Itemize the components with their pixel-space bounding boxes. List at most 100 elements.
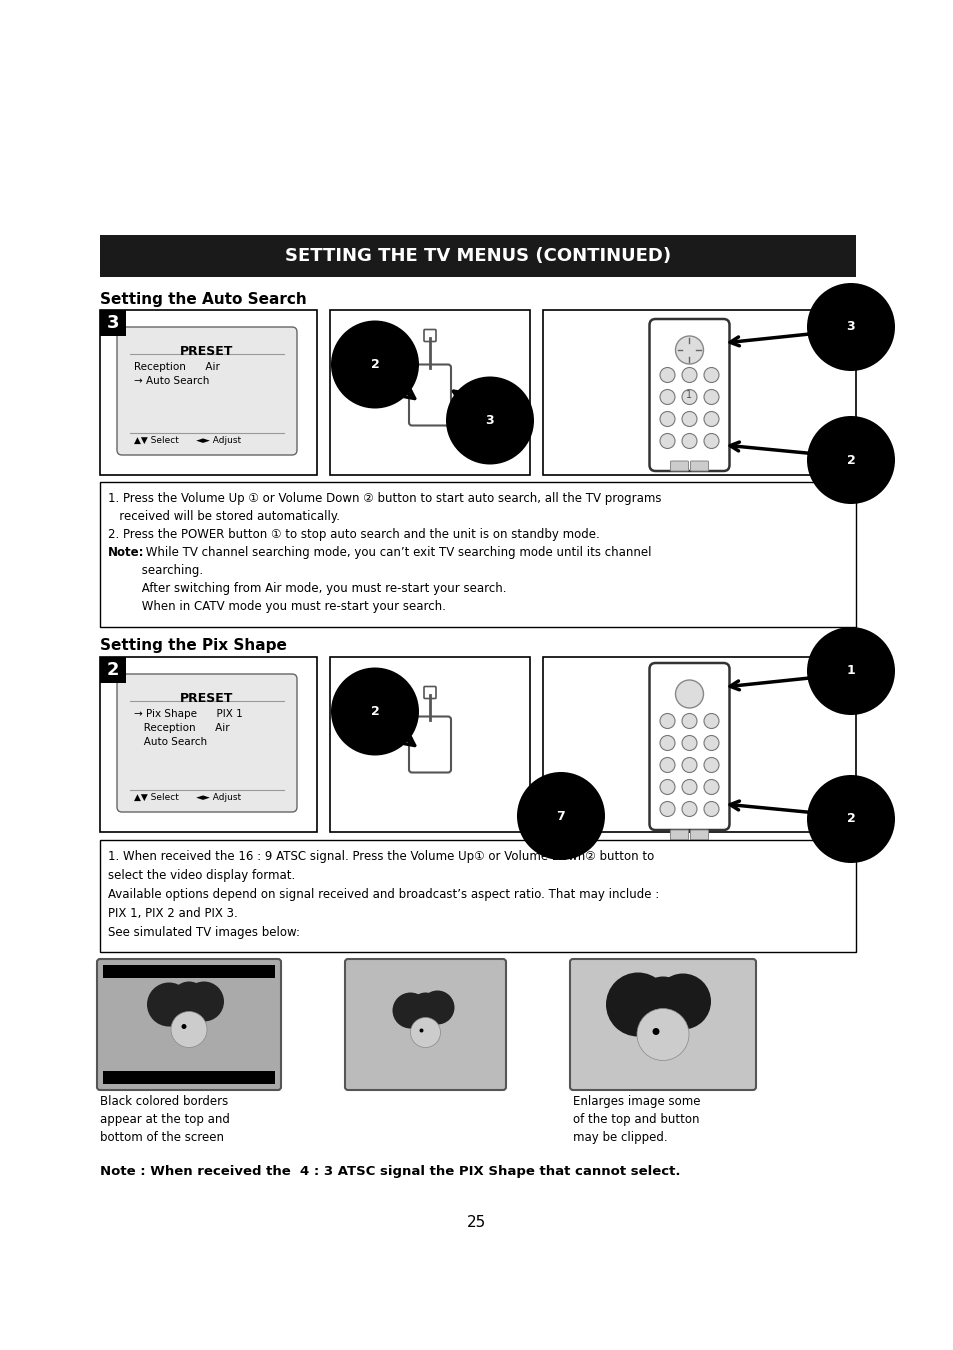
Bar xyxy=(330,657,530,832)
FancyBboxPatch shape xyxy=(690,830,708,840)
Circle shape xyxy=(659,367,675,382)
Circle shape xyxy=(637,1008,688,1061)
Circle shape xyxy=(171,981,207,1018)
Text: 2: 2 xyxy=(845,454,855,467)
Circle shape xyxy=(410,992,440,1022)
Circle shape xyxy=(703,779,719,795)
Text: When in CATV mode you must re-start your search.: When in CATV mode you must re-start your… xyxy=(108,599,445,613)
Text: Auto Search: Auto Search xyxy=(133,737,207,747)
Circle shape xyxy=(659,714,675,729)
Text: 7: 7 xyxy=(556,810,565,822)
Circle shape xyxy=(703,367,719,382)
Text: 2. Press the POWER button ① to stop auto search and the unit is on standby mode.: 2. Press the POWER button ① to stop auto… xyxy=(108,528,599,541)
FancyBboxPatch shape xyxy=(670,460,688,471)
Text: 3: 3 xyxy=(107,315,119,332)
Text: 1: 1 xyxy=(686,390,692,400)
Text: Black colored borders
appear at the top and
bottom of the screen: Black colored borders appear at the top … xyxy=(100,1095,230,1143)
Circle shape xyxy=(681,714,697,729)
Circle shape xyxy=(681,390,697,405)
FancyBboxPatch shape xyxy=(649,319,729,471)
Circle shape xyxy=(703,433,719,448)
Circle shape xyxy=(638,976,687,1026)
Text: While TV channel searching mode, you can’t exit TV searching mode until its chan: While TV channel searching mode, you can… xyxy=(142,545,651,559)
Text: Note : When received the  4 : 3 ATSC signal the PIX Shape that cannot select.: Note : When received the 4 : 3 ATSC sign… xyxy=(100,1165,679,1179)
Circle shape xyxy=(659,390,675,405)
Text: 1: 1 xyxy=(845,664,855,678)
Circle shape xyxy=(703,412,719,427)
Circle shape xyxy=(655,973,710,1030)
Text: 2: 2 xyxy=(845,813,855,825)
Circle shape xyxy=(703,714,719,729)
FancyBboxPatch shape xyxy=(670,830,688,840)
Text: 1. Press the Volume Up ① or Volume Down ② button to start auto search, all the T: 1. Press the Volume Up ① or Volume Down … xyxy=(108,491,660,505)
Text: ▲▼ Select      ◄► Adjust: ▲▼ Select ◄► Adjust xyxy=(133,436,241,446)
Text: ▲▼ Select      ◄► Adjust: ▲▼ Select ◄► Adjust xyxy=(133,792,241,802)
Text: 1. When received the 16 : 9 ATSC signal. Press the Volume Up① or Volume Down② bu: 1. When received the 16 : 9 ATSC signal.… xyxy=(108,850,654,863)
Circle shape xyxy=(703,757,719,772)
Circle shape xyxy=(410,1018,440,1048)
Circle shape xyxy=(659,802,675,817)
Bar xyxy=(103,1071,274,1084)
Bar xyxy=(330,310,530,475)
Text: → Pix Shape      PIX 1: → Pix Shape PIX 1 xyxy=(133,709,242,720)
FancyBboxPatch shape xyxy=(423,329,436,342)
Circle shape xyxy=(181,1025,186,1029)
Circle shape xyxy=(419,1029,423,1033)
Circle shape xyxy=(605,972,669,1037)
Text: Setting the Auto Search: Setting the Auto Search xyxy=(100,292,307,306)
Text: Reception      Air: Reception Air xyxy=(133,362,219,373)
FancyBboxPatch shape xyxy=(117,674,296,811)
Text: 2: 2 xyxy=(107,662,119,679)
Circle shape xyxy=(184,981,224,1022)
Circle shape xyxy=(171,1011,207,1048)
Text: Available options depend on signal received and broadcast’s aspect ratio. That m: Available options depend on signal recei… xyxy=(108,888,659,900)
Circle shape xyxy=(659,433,675,448)
Circle shape xyxy=(681,802,697,817)
Bar xyxy=(100,657,316,832)
Text: searching.: searching. xyxy=(108,564,203,576)
Text: After switching from Air mode, you must re-start your search.: After switching from Air mode, you must … xyxy=(108,582,506,595)
Circle shape xyxy=(681,779,697,795)
FancyBboxPatch shape xyxy=(690,460,708,471)
Text: → Auto Search: → Auto Search xyxy=(133,377,209,386)
Text: PRESET: PRESET xyxy=(180,346,233,358)
FancyBboxPatch shape xyxy=(117,327,296,455)
Text: select the video display format.: select the video display format. xyxy=(108,869,294,882)
FancyBboxPatch shape xyxy=(409,364,451,425)
Circle shape xyxy=(392,992,428,1029)
Circle shape xyxy=(681,757,697,772)
Circle shape xyxy=(420,991,454,1025)
FancyBboxPatch shape xyxy=(649,663,729,830)
Circle shape xyxy=(681,433,697,448)
Circle shape xyxy=(681,736,697,751)
Circle shape xyxy=(703,390,719,405)
FancyBboxPatch shape xyxy=(97,958,281,1089)
Text: Setting the Pix Shape: Setting the Pix Shape xyxy=(100,639,287,653)
Bar xyxy=(100,310,316,475)
Circle shape xyxy=(659,412,675,427)
Text: PIX 1, PIX 2 and PIX 3.: PIX 1, PIX 2 and PIX 3. xyxy=(108,907,237,919)
FancyBboxPatch shape xyxy=(569,958,755,1089)
Text: PRESET: PRESET xyxy=(180,693,233,705)
Text: 25: 25 xyxy=(467,1215,486,1230)
Text: Note:: Note: xyxy=(108,545,144,559)
Circle shape xyxy=(675,336,702,364)
FancyBboxPatch shape xyxy=(409,717,451,772)
Circle shape xyxy=(703,736,719,751)
Circle shape xyxy=(681,367,697,382)
Bar xyxy=(103,965,274,977)
Circle shape xyxy=(659,757,675,772)
Bar xyxy=(100,482,855,626)
Bar xyxy=(100,310,126,336)
Bar xyxy=(100,840,855,952)
Bar xyxy=(542,657,855,832)
Text: SETTING THE TV MENUS (CONTINUED): SETTING THE TV MENUS (CONTINUED) xyxy=(285,247,670,265)
Text: 2: 2 xyxy=(370,358,379,371)
Circle shape xyxy=(147,983,191,1026)
Circle shape xyxy=(681,412,697,427)
Text: 3: 3 xyxy=(846,320,855,333)
Text: See simulated TV images below:: See simulated TV images below: xyxy=(108,926,299,940)
Circle shape xyxy=(675,680,702,707)
Text: 2: 2 xyxy=(370,705,379,718)
Circle shape xyxy=(659,779,675,795)
